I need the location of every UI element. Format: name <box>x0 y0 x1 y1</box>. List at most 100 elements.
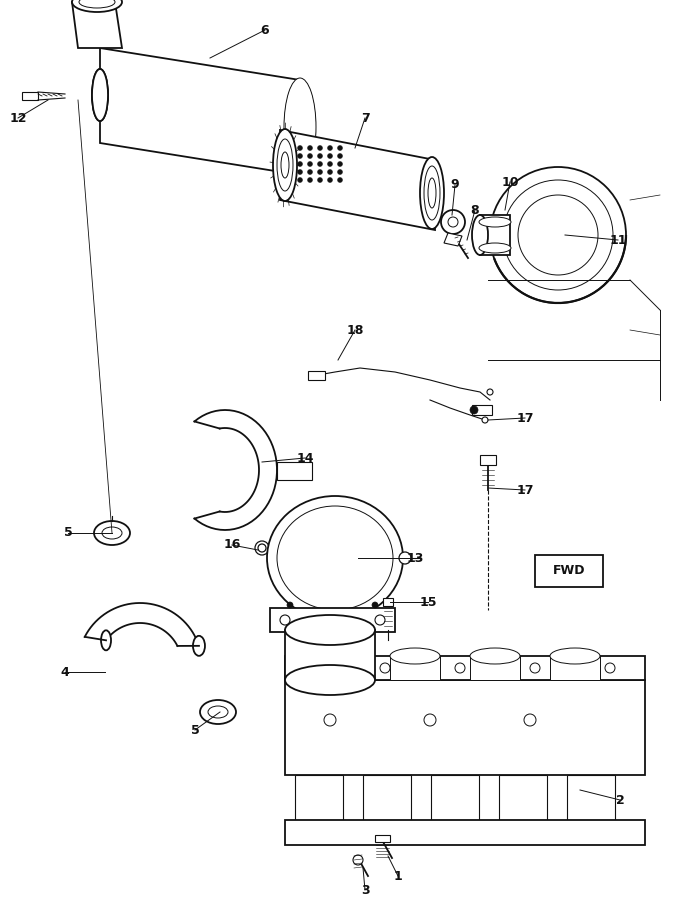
Polygon shape <box>480 455 496 465</box>
Circle shape <box>328 178 333 182</box>
Ellipse shape <box>479 217 511 227</box>
Circle shape <box>337 170 342 174</box>
Polygon shape <box>550 656 600 680</box>
Circle shape <box>287 602 293 608</box>
Circle shape <box>280 615 290 625</box>
Polygon shape <box>277 462 312 480</box>
FancyBboxPatch shape <box>535 555 603 587</box>
Circle shape <box>324 714 336 726</box>
Circle shape <box>328 170 333 174</box>
Circle shape <box>297 153 302 159</box>
Polygon shape <box>308 371 325 380</box>
Ellipse shape <box>200 700 236 724</box>
Ellipse shape <box>390 648 440 664</box>
Ellipse shape <box>424 166 440 220</box>
Ellipse shape <box>285 80 315 174</box>
Polygon shape <box>100 48 300 175</box>
Polygon shape <box>285 630 375 680</box>
Polygon shape <box>310 656 360 680</box>
Circle shape <box>337 178 342 182</box>
Circle shape <box>305 663 315 673</box>
Ellipse shape <box>472 215 488 255</box>
Ellipse shape <box>193 636 205 656</box>
Circle shape <box>317 178 322 182</box>
Circle shape <box>297 145 302 151</box>
Ellipse shape <box>277 506 393 610</box>
Polygon shape <box>444 233 462 246</box>
Polygon shape <box>470 656 520 680</box>
Circle shape <box>375 615 385 625</box>
Ellipse shape <box>518 195 598 275</box>
Circle shape <box>297 170 302 174</box>
Text: 11: 11 <box>609 234 627 246</box>
Text: 16: 16 <box>224 538 241 551</box>
Circle shape <box>308 178 313 182</box>
Ellipse shape <box>102 527 122 539</box>
Circle shape <box>353 855 363 865</box>
Circle shape <box>308 145 313 151</box>
Polygon shape <box>72 2 122 48</box>
Text: 17: 17 <box>516 483 534 496</box>
Ellipse shape <box>281 152 289 178</box>
Ellipse shape <box>285 615 375 645</box>
Polygon shape <box>285 820 645 845</box>
Text: 18: 18 <box>346 324 364 336</box>
Text: 9: 9 <box>451 179 460 191</box>
Circle shape <box>399 552 411 564</box>
Ellipse shape <box>92 69 108 121</box>
Text: 8: 8 <box>471 204 480 216</box>
Circle shape <box>328 161 333 167</box>
Circle shape <box>482 417 488 423</box>
Ellipse shape <box>92 69 108 121</box>
Circle shape <box>524 714 536 726</box>
Circle shape <box>297 178 302 182</box>
Ellipse shape <box>490 167 626 303</box>
Polygon shape <box>390 656 440 680</box>
Ellipse shape <box>290 89 310 165</box>
Text: 5: 5 <box>63 527 72 539</box>
Ellipse shape <box>208 706 228 718</box>
Circle shape <box>317 145 322 151</box>
Ellipse shape <box>94 521 130 545</box>
Polygon shape <box>383 598 393 606</box>
Circle shape <box>308 170 313 174</box>
Ellipse shape <box>267 496 403 620</box>
Circle shape <box>337 153 342 159</box>
Text: 3: 3 <box>361 883 369 897</box>
Polygon shape <box>295 775 343 820</box>
Ellipse shape <box>284 78 316 176</box>
Circle shape <box>297 161 302 167</box>
Circle shape <box>337 145 342 151</box>
Ellipse shape <box>101 630 111 650</box>
Circle shape <box>424 714 436 726</box>
Ellipse shape <box>79 0 115 8</box>
Circle shape <box>605 663 615 673</box>
Polygon shape <box>285 680 645 775</box>
Polygon shape <box>499 775 547 820</box>
Text: 15: 15 <box>420 595 437 609</box>
Polygon shape <box>480 215 510 255</box>
Circle shape <box>308 161 313 167</box>
Ellipse shape <box>470 648 520 664</box>
Circle shape <box>328 145 333 151</box>
Ellipse shape <box>273 129 297 201</box>
Polygon shape <box>431 775 479 820</box>
Circle shape <box>317 170 322 174</box>
Ellipse shape <box>428 178 436 208</box>
Polygon shape <box>270 608 395 632</box>
Text: 1: 1 <box>393 870 402 882</box>
Polygon shape <box>280 130 435 230</box>
Circle shape <box>470 406 478 414</box>
Text: 17: 17 <box>516 411 534 425</box>
Polygon shape <box>285 656 645 680</box>
Ellipse shape <box>95 75 105 115</box>
Circle shape <box>380 663 390 673</box>
Text: 13: 13 <box>406 551 424 565</box>
Circle shape <box>317 153 322 159</box>
Circle shape <box>455 663 465 673</box>
Text: FWD: FWD <box>553 565 585 577</box>
Ellipse shape <box>503 180 613 290</box>
Circle shape <box>308 153 313 159</box>
Circle shape <box>255 541 269 555</box>
Ellipse shape <box>550 648 600 664</box>
